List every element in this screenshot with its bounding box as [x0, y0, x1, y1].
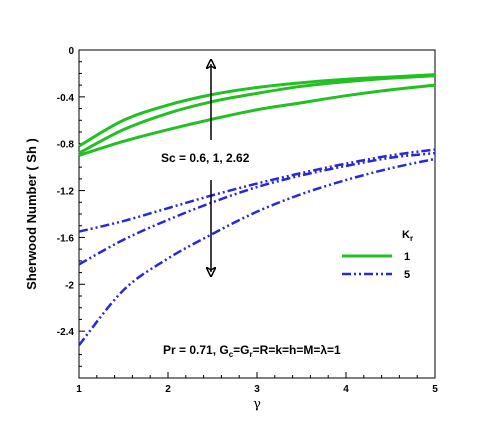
series-line-kr1-2 [78, 74, 436, 155]
series-line-kr5-3 [78, 157, 436, 346]
sc-annotation: Sc = 0.6, 1, 2.62 [161, 151, 250, 165]
series-line-kr5-2 [78, 151, 436, 266]
plot-frame [78, 49, 436, 379]
y-axis-title: Sherwood Number ( Sh ) [24, 138, 39, 290]
y-tick-label: -0.4 [57, 93, 75, 104]
series-layer [78, 73, 436, 346]
legend-label-5: 5 [404, 269, 410, 281]
x-tick-label: 1 [76, 384, 82, 395]
y-tick-labels: 0 -0.4 -0.8 -1.2 -1.6 -2 -2.4 [57, 46, 75, 338]
y-tick-label: -2.4 [57, 327, 75, 338]
legend: Kr 1 5 [342, 229, 413, 281]
x-axis-title: γ [253, 397, 261, 412]
legend-title: Kr [402, 229, 413, 243]
y-tick-label: -1.2 [57, 187, 75, 198]
x-tick-label: 5 [432, 384, 438, 395]
x-tick-label: 2 [165, 384, 171, 395]
x-tick-label: 3 [254, 384, 260, 395]
y-tick-label: -2 [65, 280, 74, 291]
y-tick-label: -0.8 [57, 140, 75, 151]
pr-annotation: Pr = 0.71, Gc=Gr=R=k=h=M=λ=1 [163, 343, 341, 359]
legend-label-1: 1 [404, 251, 410, 263]
y-tick-label: -1.6 [57, 233, 75, 244]
series-line-kr1-3 [78, 83, 436, 157]
x-tick-labels: 1 2 3 4 5 [76, 384, 438, 395]
x-tick-label: 4 [343, 384, 349, 395]
y-tick-label: 0 [68, 46, 74, 57]
series-line-kr5-1 [78, 148, 436, 233]
